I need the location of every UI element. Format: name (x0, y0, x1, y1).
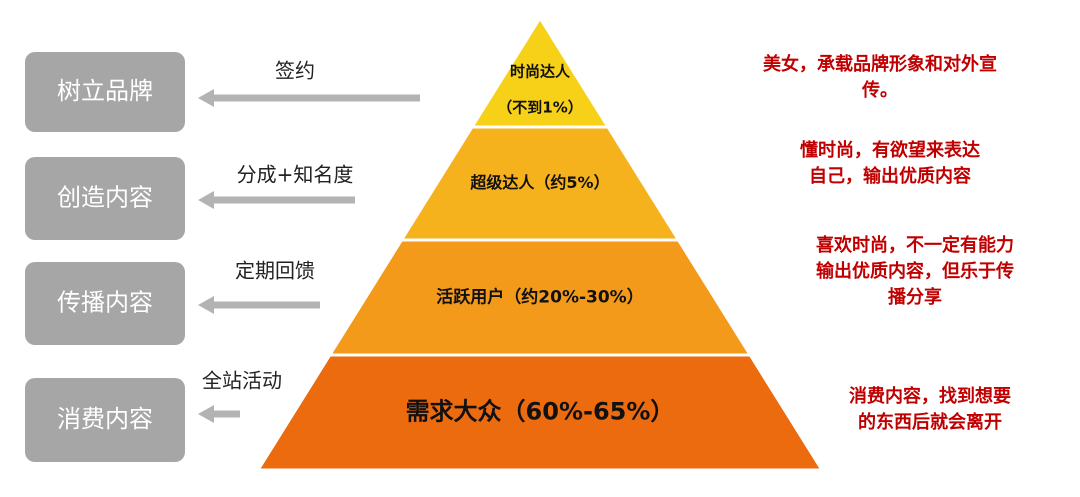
description: 传。 (861, 79, 898, 101)
arrow-head (198, 89, 214, 107)
tier-label: 需求大众（60%-65%） (406, 398, 675, 426)
action-label: 全站活动 (202, 369, 282, 393)
arrow-head (198, 191, 214, 209)
tier-label: 活跃用户（约20%-30%） (436, 287, 643, 308)
action-label: 签约 (275, 59, 315, 83)
tier-label: 超级达人（约5%） (469, 173, 609, 192)
role-box (25, 262, 185, 345)
action-label: 分成+知名度 (237, 163, 354, 187)
pyramid-tier (255, 353, 825, 472)
role-box (25, 378, 185, 462)
description: 播分享 (888, 286, 942, 308)
description: 自己，输出优质内容 (809, 165, 971, 187)
arrow-head (198, 296, 214, 314)
tier-label: 时尚达人 (510, 63, 571, 81)
role-box (25, 157, 185, 240)
tier-label: （不到1%） (497, 99, 582, 117)
role-label: 消费内容 (57, 405, 153, 433)
role-label: 传播内容 (57, 289, 153, 317)
role-box (25, 52, 185, 132)
role-label: 创造内容 (57, 184, 153, 212)
description: 输出优质内容，但乐于传 (816, 260, 1014, 282)
arrow-head (198, 405, 214, 423)
description: 美女，承载品牌形象和对外宣 (763, 53, 997, 75)
description: 喜欢时尚，不一定有能力 (816, 234, 1014, 256)
action-label: 定期回馈 (235, 259, 315, 283)
description: 消费内容，找到想要 (849, 385, 1011, 407)
description: 的东西后就会离开 (858, 411, 1002, 433)
role-label: 树立品牌 (57, 77, 153, 105)
description: 懂时尚，有欲望来表达 (800, 139, 980, 161)
